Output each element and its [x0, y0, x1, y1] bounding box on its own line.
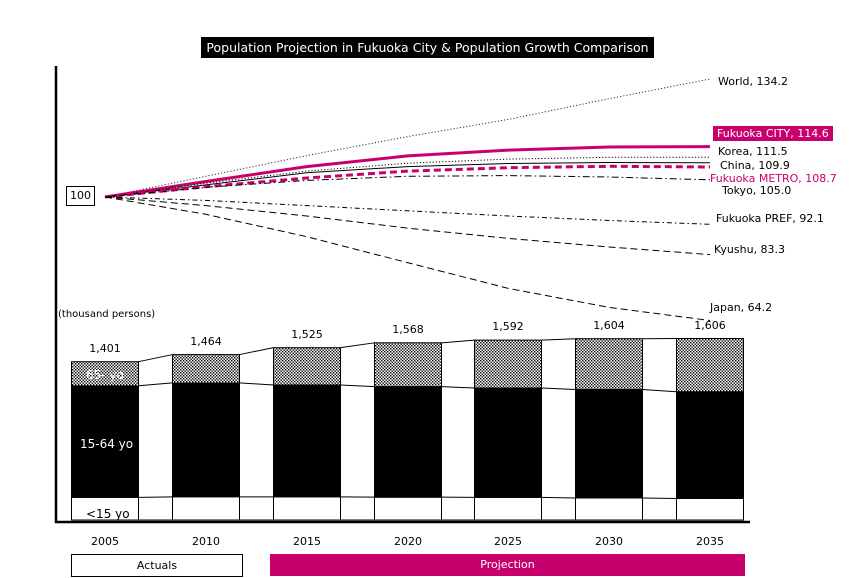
bar-total-2015: 1,525 [291, 327, 323, 341]
series-line-world [104, 78, 711, 198]
year-label-2005: 2005 [91, 535, 119, 548]
bar-connector [642, 497, 677, 500]
chart-title: Population Projection in Fukuoka City & … [201, 37, 654, 58]
bar-segment-2025-1 [474, 387, 542, 498]
bar-segment-2030-2 [575, 338, 643, 390]
growth-lines [104, 78, 711, 321]
bar-segment-2010-0 [172, 496, 240, 521]
series-line-fukuoka-metro [104, 164, 711, 199]
bar-total-2010: 1,464 [190, 334, 222, 348]
year-label-2010: 2010 [192, 535, 220, 548]
bar-connector [441, 339, 475, 344]
base-index-label: 100 [66, 186, 95, 206]
bar-segment-2035-1 [676, 391, 744, 500]
unit-label: (thousand persons) [58, 309, 156, 320]
bar-segment-2020-2 [374, 342, 442, 388]
bar-segment-2035-0 [676, 498, 744, 521]
bar-segment-2020-1 [374, 386, 442, 498]
line-label-tokyo: Tokyo, 105.0 [722, 184, 792, 197]
age-65-label: 65- yo [86, 368, 124, 382]
bar-segment-2020-0 [374, 496, 442, 521]
bar-segment-2015-1 [273, 384, 341, 498]
year-label-2020: 2020 [394, 535, 422, 548]
bar-segment-2030-1 [575, 389, 643, 499]
bar-connector [340, 342, 375, 349]
year-label-2035: 2035 [696, 535, 724, 548]
year-label-2030: 2030 [595, 535, 623, 548]
series-line-china [104, 161, 711, 198]
bar-connector [138, 496, 173, 498]
bar-total-2005: 1,401 [89, 341, 121, 355]
line-label-fukuoka-pref: Fukuoka PREF, 92.1 [716, 212, 824, 225]
series-line-fukuoka-pref [104, 196, 711, 225]
bar-total-2035: 1,606 [694, 318, 726, 332]
bar-total-2025: 1,592 [492, 320, 524, 334]
line-label-china: China, 109.9 [720, 159, 790, 172]
bar-segment-2010-2 [172, 354, 240, 384]
bar-segment-2005-2 [71, 361, 139, 387]
line-label-fukuoka-city: Fukuoka CITY, 114.6 [713, 126, 833, 141]
age-under-15-label: <15 yo [86, 507, 130, 521]
bar-segment-2025-2 [474, 339, 542, 389]
bar-connector [138, 382, 173, 387]
series-line-japan [104, 196, 711, 321]
bar-segment-2025-0 [474, 496, 542, 521]
line-label-fukuoka-metro: Fukuoka METRO, 108.7 [710, 172, 837, 185]
bar-segment-2015-2 [273, 347, 341, 386]
bar-segment-2015-0 [273, 496, 341, 521]
age-15-64-label: 15-64 yo [80, 437, 134, 451]
bar-segment-2005-1 [71, 385, 139, 498]
projection-legend: Projection [270, 554, 745, 576]
actuals-legend: Actuals [71, 554, 243, 577]
bar-connector [642, 388, 677, 393]
line-label-world: World, 134.2 [718, 75, 789, 88]
bar-connector [340, 384, 375, 388]
bar-total-2020: 1,568 [392, 322, 424, 336]
line-label-korea: Korea, 111.5 [718, 145, 788, 158]
bar-segment-2035-2 [676, 338, 744, 393]
bar-connector [138, 354, 173, 363]
series-line-kyushu [104, 196, 711, 256]
line-label-japan: Japan, 64.2 [710, 301, 773, 314]
bar-total-2030: 1,604 [593, 318, 625, 332]
population-bars [71, 338, 744, 521]
bar-connector [239, 347, 274, 356]
year-label-2025: 2025 [494, 535, 522, 548]
bar-connector [541, 496, 576, 499]
axes [54, 66, 750, 524]
bar-segment-2030-0 [575, 497, 643, 521]
bar-connector [541, 338, 576, 341]
bar-segment-2010-1 [172, 382, 240, 498]
bar-connector [239, 382, 274, 386]
line-label-kyushu: Kyushu, 83.3 [714, 243, 786, 256]
series-line-korea [104, 156, 710, 198]
bar-connector [441, 386, 475, 389]
year-label-2015: 2015 [293, 535, 321, 548]
series-line-fukuoka-city [104, 145, 711, 199]
bar-connector [541, 387, 576, 390]
